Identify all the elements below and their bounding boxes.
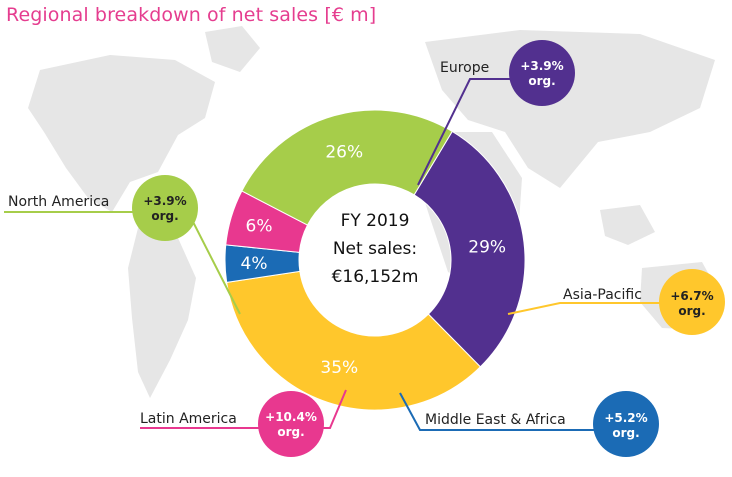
mea-growth-value: +5.2%: [604, 411, 647, 425]
north-america-label: North America: [8, 194, 109, 210]
europe-growth-badge: [509, 40, 575, 106]
north-america-leader-line: [4, 211, 241, 315]
mea-label: Middle East & Africa: [425, 412, 566, 428]
asia-pacific-growth-badge: [659, 269, 725, 335]
donut-slice-asia-pacific: [226, 270, 482, 411]
slice-percent-label: 6%: [246, 216, 273, 236]
world-map-background: [28, 26, 722, 398]
slice-percent-labels: 29% 35% 4% 6% 26%: [241, 142, 507, 378]
asia-pacific-growth-value: +6.7%: [670, 289, 713, 303]
latin-america-growth-note: org.: [277, 425, 304, 439]
europe-leader-line: [417, 78, 512, 186]
mea-growth-note: org.: [612, 426, 639, 440]
mea-growth-badge: [593, 391, 659, 457]
latin-america-growth-badge: [258, 391, 324, 457]
slice-percent-label: 29%: [468, 238, 506, 258]
donut-slice-north-america: [241, 109, 453, 226]
asia-pacific-growth-note: org.: [678, 304, 705, 318]
center-total: €16,152m: [332, 267, 419, 287]
north-america-growth-badge: [132, 175, 198, 241]
latin-america-leader-line: [140, 389, 347, 429]
north-america-growth-note: org.: [151, 209, 178, 223]
asia-pacific-leader-line: [507, 302, 664, 315]
europe-growth-value: +3.9%: [520, 59, 563, 73]
latin-america-label: Latin America: [140, 411, 237, 427]
europe-growth-note: org.: [528, 74, 555, 88]
slice-percent-label: 4%: [241, 254, 268, 274]
donut-slice-europe: [413, 130, 526, 368]
mea-leader-line: [399, 392, 600, 431]
donut-slices: [224, 109, 526, 411]
chart-title: Regional breakdown of net sales [€ m]: [6, 4, 377, 26]
asia-pacific-label: Asia-Pacific: [563, 287, 642, 303]
center-year: FY 2019: [341, 211, 410, 231]
slice-percent-label: 35%: [320, 358, 358, 378]
center-label: Net sales:: [333, 239, 417, 259]
north-america-growth-value: +3.9%: [143, 194, 186, 208]
europe-label: Europe: [440, 60, 489, 76]
slice-percent-label: 26%: [325, 142, 363, 162]
latin-america-growth-value: +10.4%: [265, 410, 317, 424]
